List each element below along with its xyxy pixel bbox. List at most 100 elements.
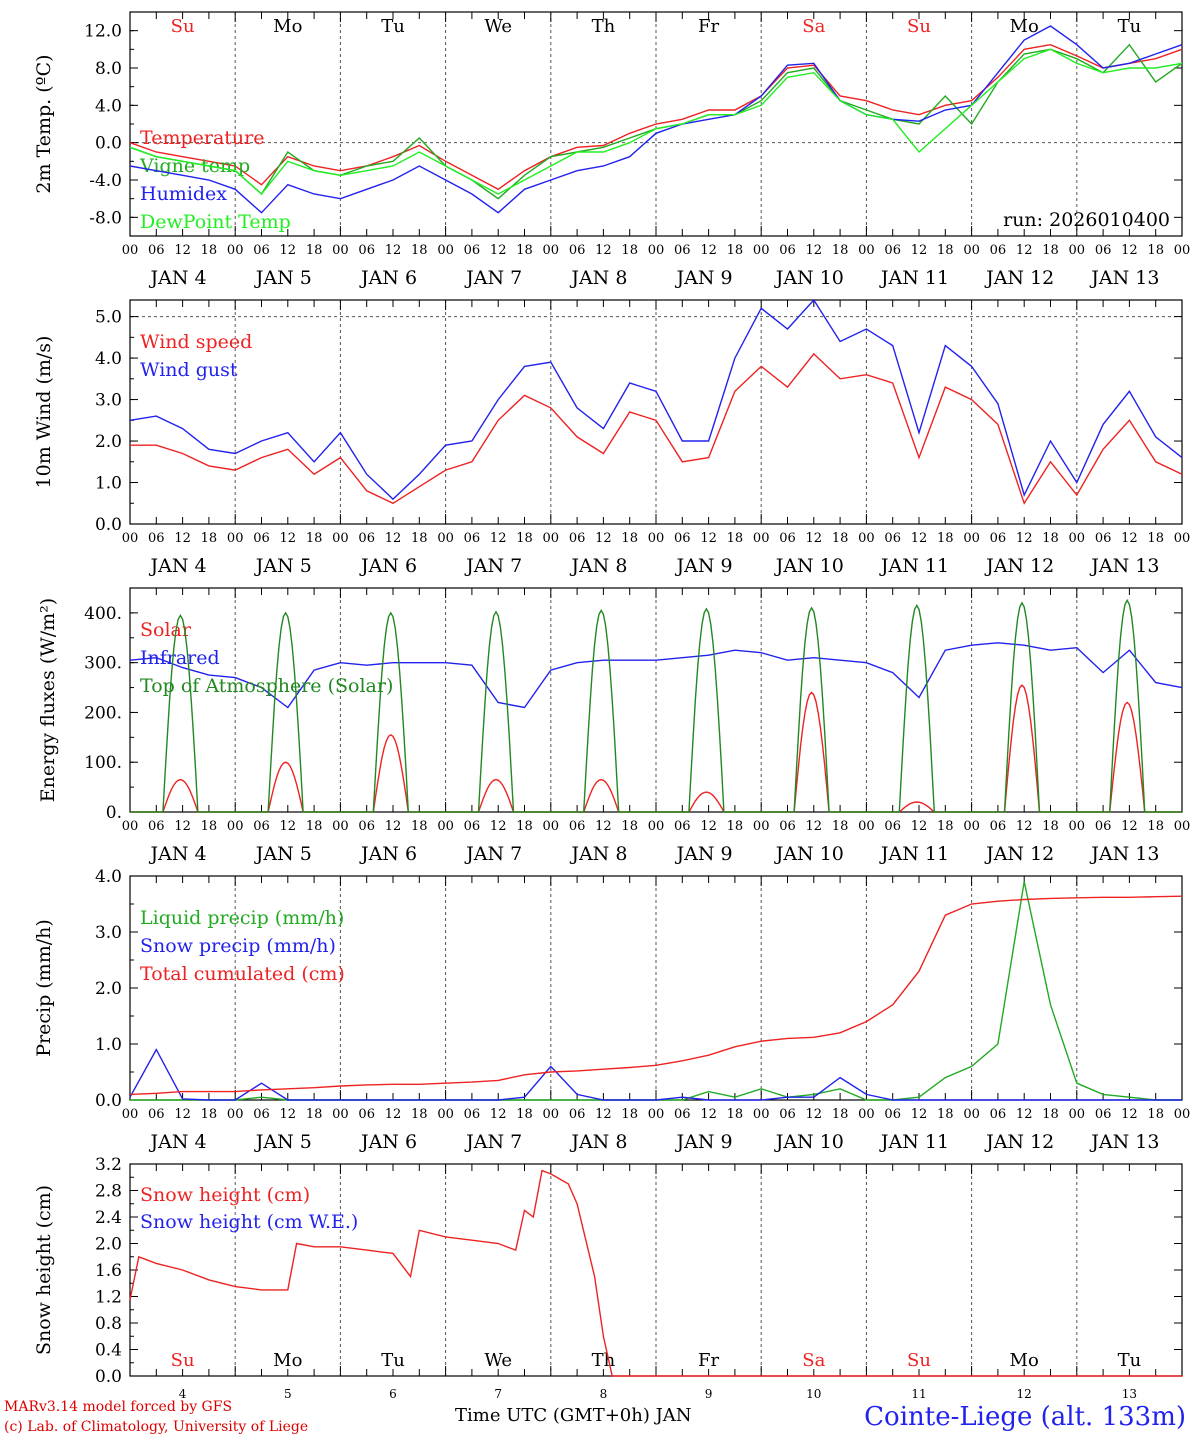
x-date-label: JAN 6 [359,1131,417,1153]
x-hour-tick-label: 18 [832,1107,849,1122]
x-hour-tick-label: 06 [990,531,1007,546]
x-hour-tick-label: 00 [858,1107,875,1122]
legend-entry: Liquid precip (mm/h) [140,907,344,929]
x-hour-tick-label: 12 [700,243,717,258]
y-tick-label: 4.0 [95,349,122,369]
x-hour-tick-label: 12 [174,819,191,834]
x-date-label: JAN 6 [359,843,417,865]
x-date-label: JAN 8 [569,1131,627,1153]
series-line-temperature [129,43,1183,191]
y-tick-label: 100. [84,753,122,773]
x-hour-tick-label: 18 [516,819,533,834]
x-hour-tick-label: 00 [227,1107,244,1122]
x-hour-tick-label: 12 [385,531,402,546]
x-hour-tick-label: 06 [358,243,375,258]
x-hour-tick-label: 00 [1174,243,1191,258]
x-hour-tick-label: 06 [884,1107,901,1122]
x-date-label: JAN 7 [464,843,522,865]
x-hour-tick-label: 06 [779,243,796,258]
x-day-number-label: 6 [389,1387,397,1401]
plot-frame [129,299,1183,525]
day-name-label: Su [907,16,931,37]
x-hour-tick-label: 18 [306,531,323,546]
x-hour-tick-label: 12 [911,819,928,834]
x-hour-tick-label: 06 [569,1107,586,1122]
y-tick-label: 2.0 [95,432,122,452]
day-name-label: Mo [1010,1350,1039,1371]
x-date-label: JAN 11 [879,1131,949,1153]
x-hour-tick-label: 12 [911,1107,928,1122]
x-hour-tick-label: 06 [1095,819,1112,834]
x-hour-tick-label: 12 [490,819,507,834]
x-hour-tick-label: 12 [806,819,823,834]
y-tick-label: 12.0 [84,22,122,42]
x-hour-tick-label: 06 [148,243,165,258]
y-tick-label: 0.0 [95,1367,122,1387]
x-hour-tick-label: 18 [411,243,428,258]
x-hour-tick-label: 12 [490,243,507,258]
y-tick-label: 2.4 [95,1208,122,1228]
day-name-label: Th [592,1350,616,1371]
series-line-dewpoint-temp [129,48,1183,196]
x-hour-tick-label: 00 [332,243,349,258]
x-hour-tick-label: 00 [543,819,560,834]
x-hour-tick-label: 00 [1069,819,1086,834]
x-date-label: JAN 10 [774,1131,844,1153]
legend-entry: Total cumulated (cm) [140,963,345,985]
x-hour-tick-label: 18 [727,531,744,546]
x-hour-tick-label: 18 [832,243,849,258]
x-date-label: JAN 13 [1089,843,1159,865]
y-tick-label: 300. [84,654,122,674]
x-day-number-label: 12 [1017,1387,1032,1401]
model-credit: MARv3.14 model forced by GFS [4,1399,233,1415]
x-hour-tick-label: 06 [674,243,691,258]
x-day-number-label: 9 [705,1387,713,1401]
day-name-label: Th [592,16,616,37]
day-name-label: Tu [381,16,405,37]
plot-frame [129,587,1183,813]
x-hour-tick-label: 12 [806,243,823,258]
legend-entry: Solar [140,619,192,641]
y-tick-label: 1.2 [95,1288,122,1308]
x-hour-tick-label: 18 [516,531,533,546]
y-tick-label: 0.0 [95,515,122,535]
y-tick-label: 4.0 [95,96,122,116]
x-date-label: JAN 7 [464,1131,522,1153]
x-date-label: JAN 12 [984,1131,1054,1153]
x-hour-tick-label: 00 [543,1107,560,1122]
x-hour-tick-label: 06 [569,819,586,834]
x-hour-tick-label: 18 [306,243,323,258]
x-hour-tick-label: 06 [358,1107,375,1122]
x-hour-tick-label: 00 [227,531,244,546]
x-hour-tick-label: 06 [884,531,901,546]
x-hour-tick-label: 12 [174,531,191,546]
x-hour-tick-label: 18 [937,819,954,834]
x-hour-tick-label: 12 [280,819,297,834]
x-hour-tick-label: 06 [884,819,901,834]
x-hour-tick-label: 00 [437,819,454,834]
day-name-label: We [484,16,512,37]
x-day-number-label: 10 [806,1387,821,1401]
x-hour-tick-label: 00 [753,819,770,834]
x-day-number-label: 4 [179,1387,187,1401]
x-date-label: JAN 10 [774,555,844,577]
x-hour-tick-label: 06 [464,819,481,834]
y-tick-label: 0.0 [95,134,122,154]
x-hour-tick-label: 12 [595,819,612,834]
y-tick-label: 0.0 [95,1091,122,1111]
x-hour-tick-label: 06 [148,819,165,834]
x-date-label: JAN 4 [149,843,207,865]
series-line-snow-precip-mm-h [129,1048,1182,1101]
x-hour-tick-label: 00 [122,819,139,834]
x-hour-tick-label: 00 [332,1107,349,1122]
y-tick-label: 0.4 [95,1341,122,1361]
x-hour-tick-label: 00 [1174,819,1191,834]
x-hour-tick-label: 00 [1174,531,1191,546]
x-hour-tick-label: 18 [201,1107,218,1122]
x-hour-tick-label: 12 [700,531,717,546]
x-hour-tick-label: 00 [753,531,770,546]
y-tick-label: 2.8 [95,1182,122,1202]
x-hour-tick-label: 18 [1042,819,1059,834]
x-hour-tick-label: 18 [201,819,218,834]
